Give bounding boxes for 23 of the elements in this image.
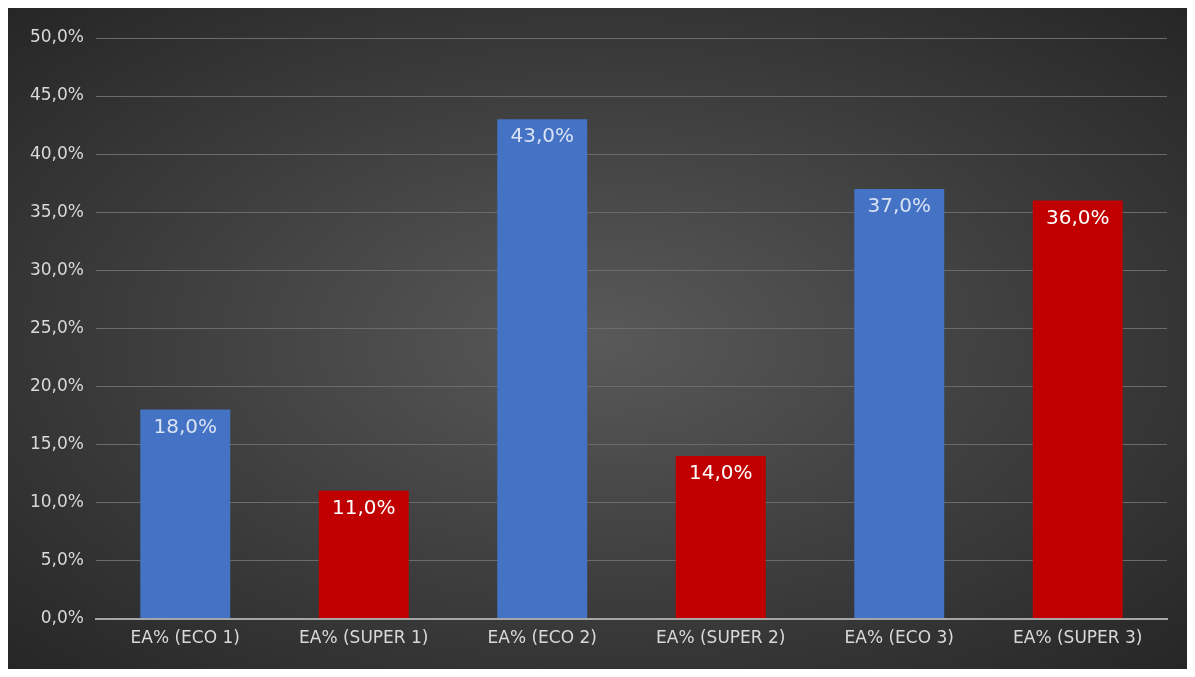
data-label: 18,0%	[153, 413, 218, 438]
y-tick-label: 30,0%	[29, 258, 84, 279]
y-tick-label: 15,0%	[29, 432, 84, 453]
y-tick-label: 20,0%	[29, 374, 84, 395]
data-label: 37,0%	[867, 193, 932, 218]
x-tick-label: EA% (ECO 3)	[844, 627, 954, 648]
data-label: 36,0%	[1045, 204, 1110, 229]
data-label: 11,0%	[331, 495, 396, 520]
y-tick-label: 45,0%	[29, 84, 84, 105]
x-tick-label: EA% (ECO 1)	[130, 627, 240, 648]
y-tick-label: 5,0%	[40, 548, 84, 569]
y-tick-label: 10,0%	[29, 490, 84, 511]
x-tick-label: EA% (SUPER 1)	[299, 627, 429, 648]
data-label: 14,0%	[688, 460, 753, 485]
y-tick-label: 25,0%	[29, 316, 84, 337]
y-tick-label: 0,0%	[40, 607, 84, 628]
x-tick-label: EA% (ECO 2)	[487, 627, 597, 648]
y-tick-label: 50,0%	[29, 26, 84, 47]
y-tick-label: 40,0%	[29, 142, 84, 163]
x-tick-label: EA% (SUPER 2)	[656, 627, 786, 648]
x-tick-label: EA% (SUPER 3)	[1013, 627, 1143, 648]
data-label: 43,0%	[510, 123, 575, 148]
y-tick-label: 35,0%	[29, 200, 84, 221]
